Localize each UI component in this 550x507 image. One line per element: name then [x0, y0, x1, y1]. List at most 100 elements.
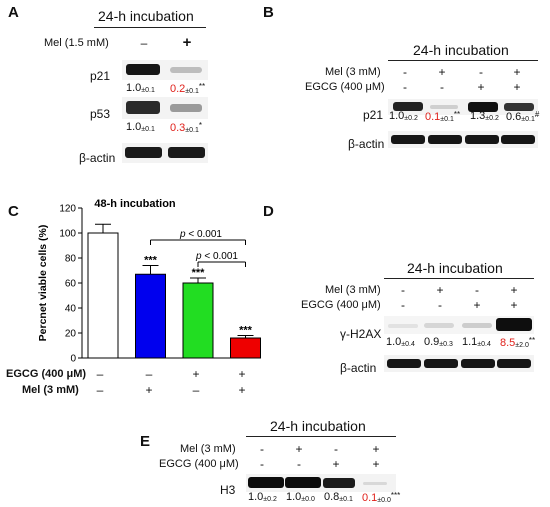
panel-a-row-label-p21: p21: [90, 69, 111, 83]
panel-a-p53-quant-2: 0.3±0.1*: [170, 121, 202, 134]
panel-d-h2ax-quant-4: 8.5±2.0**: [500, 336, 536, 349]
panel-d-mel-sign-3: -: [475, 283, 479, 297]
panel-e-title: 24-h incubation: [270, 418, 366, 434]
panel-e-h3-quant-2: 1.0±0.0: [286, 491, 315, 503]
panel-b-p21-quant-3: 1.3±0.2: [470, 110, 499, 122]
panel-e-mel-label: Mel (3 mM): [180, 443, 236, 455]
chart-c-mel-label: Mel (3 mM): [22, 384, 79, 396]
panel-b-p21-quant-4: 0.6±0.1#: [506, 110, 540, 123]
panel-e-mel-sign-3: -: [334, 442, 338, 456]
panel-b-blot-p21: [388, 99, 538, 115]
panel-a-blot-actin: [122, 143, 208, 163]
significance-2: ***: [192, 267, 206, 279]
panel-b-mel-sign-1: -: [403, 65, 407, 79]
y-tick-label-0: 0: [70, 354, 76, 365]
panel-d-egcg-sign-3: +: [473, 298, 481, 312]
panel-b-egcg-sign-3: +: [477, 80, 485, 94]
panel-b-egcg-sign-1: -: [403, 80, 407, 94]
chart-c-egcg-sign-4: +: [238, 367, 246, 381]
panel-a-title-rule: [94, 27, 206, 28]
chart-c-mel-sign-1: –: [96, 383, 104, 397]
comparison-label-0: p < 0.001: [179, 229, 222, 240]
chart-c-egcg-sign-2: –: [145, 367, 153, 381]
panel-d-title: 24-h incubation: [407, 260, 503, 276]
panel-b-mel-label: Mel (3 mM): [325, 66, 381, 78]
panel-a-p53-quant-1: 1.0±0.1: [126, 121, 155, 133]
panel-d-row-label-h2ax: γ-H2AX: [340, 327, 382, 341]
y-tick-label-6: 120: [59, 204, 76, 215]
chart-c-mel-sign-2: +: [145, 383, 153, 397]
panel-a-title: 24-h incubation: [98, 8, 194, 24]
panel-b-mel-sign-4: +: [513, 65, 521, 79]
panel-d-title-rule: [384, 278, 534, 279]
bar-2: [182, 282, 214, 359]
chart-c-mel-sign-3: –: [192, 383, 200, 397]
panel-d-mel-sign-4: +: [510, 283, 518, 297]
panel-a-blot-p21: [122, 60, 208, 80]
panel-label-e: E: [140, 433, 151, 450]
y-tick-label-5: 100: [59, 229, 76, 240]
panel-a-p21-quant-1: 1.0±0.1: [126, 82, 155, 94]
chart-c-egcg-label: EGCG (400 μM): [6, 368, 87, 380]
panel-b-row-label-p21: p21: [363, 108, 384, 122]
panel-b-egcg-sign-2: -: [440, 80, 444, 94]
panel-a-mel-label: Mel (1.5 mM): [44, 37, 109, 49]
comparison-label-1: p < 0.001: [195, 251, 238, 262]
panel-e-row-label-h3: H3: [220, 483, 236, 497]
panel-a-p21-quant-2: 0.2±0.1**: [170, 82, 206, 95]
y-tick-label-2: 40: [65, 304, 77, 315]
panel-b-egcg-sign-4: +: [513, 80, 521, 94]
panel-label-b: B: [263, 4, 274, 21]
chart-c-mel-sign-4: +: [238, 383, 246, 397]
panel-b-title-rule: [388, 60, 538, 61]
panel-e-egcg-sign-4: +: [372, 457, 380, 471]
panel-b-egcg-label: EGCG (400 μM): [305, 81, 385, 93]
panel-a-row-label-actin: β-actin: [79, 151, 116, 165]
panel-b-mel-sign-2: +: [438, 65, 446, 79]
chart-title: 48-h incubation: [94, 198, 176, 210]
panel-d-blot-actin: [384, 355, 534, 372]
panel-d-blot-h2ax: [384, 316, 534, 334]
panel-b-blot-actin: [388, 131, 538, 148]
panel-b-p21-quant-2: 0.1±0.1**: [425, 110, 461, 123]
panel-d-h2ax-quant-2: 0.9±0.3: [424, 336, 453, 348]
panel-b-p21-quant-1: 1.0±0.2: [389, 110, 418, 122]
y-tick-label-4: 80: [65, 254, 77, 265]
panel-d-h2ax-quant-1: 1.0±0.4: [386, 336, 415, 348]
panel-e-egcg-label: EGCG (400 μM): [159, 458, 239, 470]
bar-0: [87, 232, 119, 359]
y-tick-label-3: 60: [65, 279, 77, 290]
panel-b-mel-sign-3: -: [479, 65, 483, 79]
panel-label-c: C: [8, 203, 19, 220]
panel-label-a: A: [8, 4, 19, 21]
panel-d-egcg-label: EGCG (400 μM): [301, 299, 381, 311]
significance-3: ***: [239, 325, 253, 337]
panel-e-egcg-sign-2: -: [297, 457, 301, 471]
chart-c-egcg-sign-1: –: [96, 367, 104, 381]
panel-b-row-label-actin: β-actin: [348, 137, 385, 151]
panel-e-mel-sign-4: +: [372, 442, 380, 456]
panel-b-title: 24-h incubation: [413, 42, 509, 58]
panel-e-title-rule: [246, 436, 396, 437]
panel-e-egcg-sign-1: -: [260, 457, 264, 471]
panel-e-h3-quant-1: 1.0±0.2: [248, 491, 277, 503]
panel-e-mel-sign-1: -: [260, 442, 264, 456]
chart-c-egcg-sign-3: +: [192, 367, 200, 381]
panel-d-row-label-actin: β-actin: [340, 361, 377, 375]
panel-d-egcg-sign-4: +: [510, 298, 518, 312]
y-tick-label-1: 20: [65, 329, 77, 340]
panel-a-mel-sign-2: +: [182, 34, 192, 51]
panel-d-h2ax-quant-3: 1.1±0.4: [462, 336, 491, 348]
panel-d-egcg-sign-2: -: [438, 298, 442, 312]
bar-3: [230, 337, 261, 359]
panel-e-egcg-sign-3: +: [332, 457, 340, 471]
panel-e-blot-h3: [246, 474, 396, 492]
panel-a-blot-p53: [122, 97, 208, 119]
panel-a-row-label-p53: p53: [90, 107, 111, 121]
panel-e-mel-sign-2: +: [295, 442, 303, 456]
panel-d-mel-sign-2: +: [436, 283, 444, 297]
panel-e-h3-quant-3: 0.8±0.1: [324, 491, 353, 503]
bar-1: [135, 273, 166, 359]
panel-e-h3-quant-4: 0.1±0.0***: [362, 491, 401, 504]
panel-d-mel-label: Mel (3 mM): [325, 284, 381, 296]
